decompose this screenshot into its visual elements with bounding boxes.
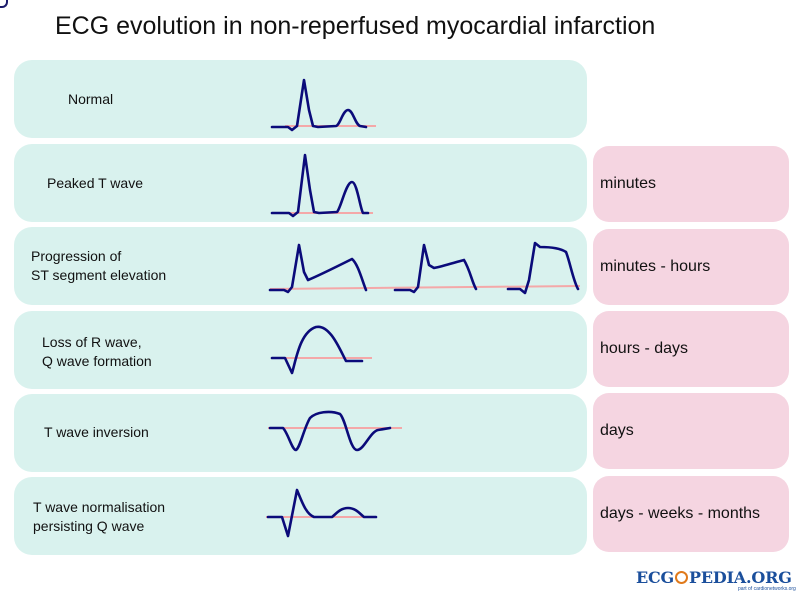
stage-label-line2: Q wave formation bbox=[42, 353, 152, 369]
stage-label-normalisation: T wave normalisation persisting Q wave bbox=[33, 498, 165, 536]
time-box-minutes-hours: minutes - hours bbox=[593, 229, 789, 305]
stage-label-line1: T wave normalisation bbox=[33, 499, 166, 515]
stage-label-line1: Progression of bbox=[31, 248, 122, 264]
time-label: days - weeks - months bbox=[600, 505, 761, 522]
time-box-days-weeks-months: days - weeks - months bbox=[593, 476, 789, 552]
time-box-hours-days: hours - days bbox=[593, 311, 789, 387]
time-box-minutes: minutes bbox=[593, 146, 789, 222]
logo-text-right: PEDIA.ORG bbox=[689, 568, 792, 587]
ecgpedia-logo: ECG PEDIA.ORG bbox=[636, 568, 792, 587]
stage-label-q-wave: Loss of R wave, Q wave formation bbox=[42, 333, 152, 371]
stage-label-line2: persisting Q wave bbox=[33, 518, 145, 534]
stage-label-line1: Peaked T wave bbox=[47, 175, 143, 191]
stage-label-line2: ST segment elevation bbox=[31, 267, 167, 283]
corner-mark bbox=[0, 0, 8, 8]
time-label: hours - days bbox=[600, 340, 689, 357]
page-title: ECG evolution in non-reperfused myocardi… bbox=[55, 12, 656, 40]
stage-label-normal: Normal bbox=[68, 90, 113, 109]
logo-subtitle: part of cardionetworks.org bbox=[738, 586, 796, 592]
stage-label-line1: Loss of R wave, bbox=[42, 334, 142, 350]
logo-text-left: ECG bbox=[636, 568, 674, 587]
stage-label-line1: T wave inversion bbox=[44, 424, 149, 440]
time-label: days bbox=[600, 422, 634, 439]
stage-label-peaked-t: Peaked T wave bbox=[47, 174, 143, 193]
heart-icon bbox=[675, 571, 688, 584]
stage-label-t-inversion: T wave inversion bbox=[44, 423, 149, 442]
stage-label-st-elevation: Progression of ST segment elevation bbox=[31, 247, 166, 285]
time-box-days: days bbox=[593, 393, 789, 469]
time-label: minutes bbox=[600, 175, 657, 192]
stage-label-line1: Normal bbox=[68, 91, 114, 107]
time-label: minutes - hours bbox=[600, 258, 711, 275]
